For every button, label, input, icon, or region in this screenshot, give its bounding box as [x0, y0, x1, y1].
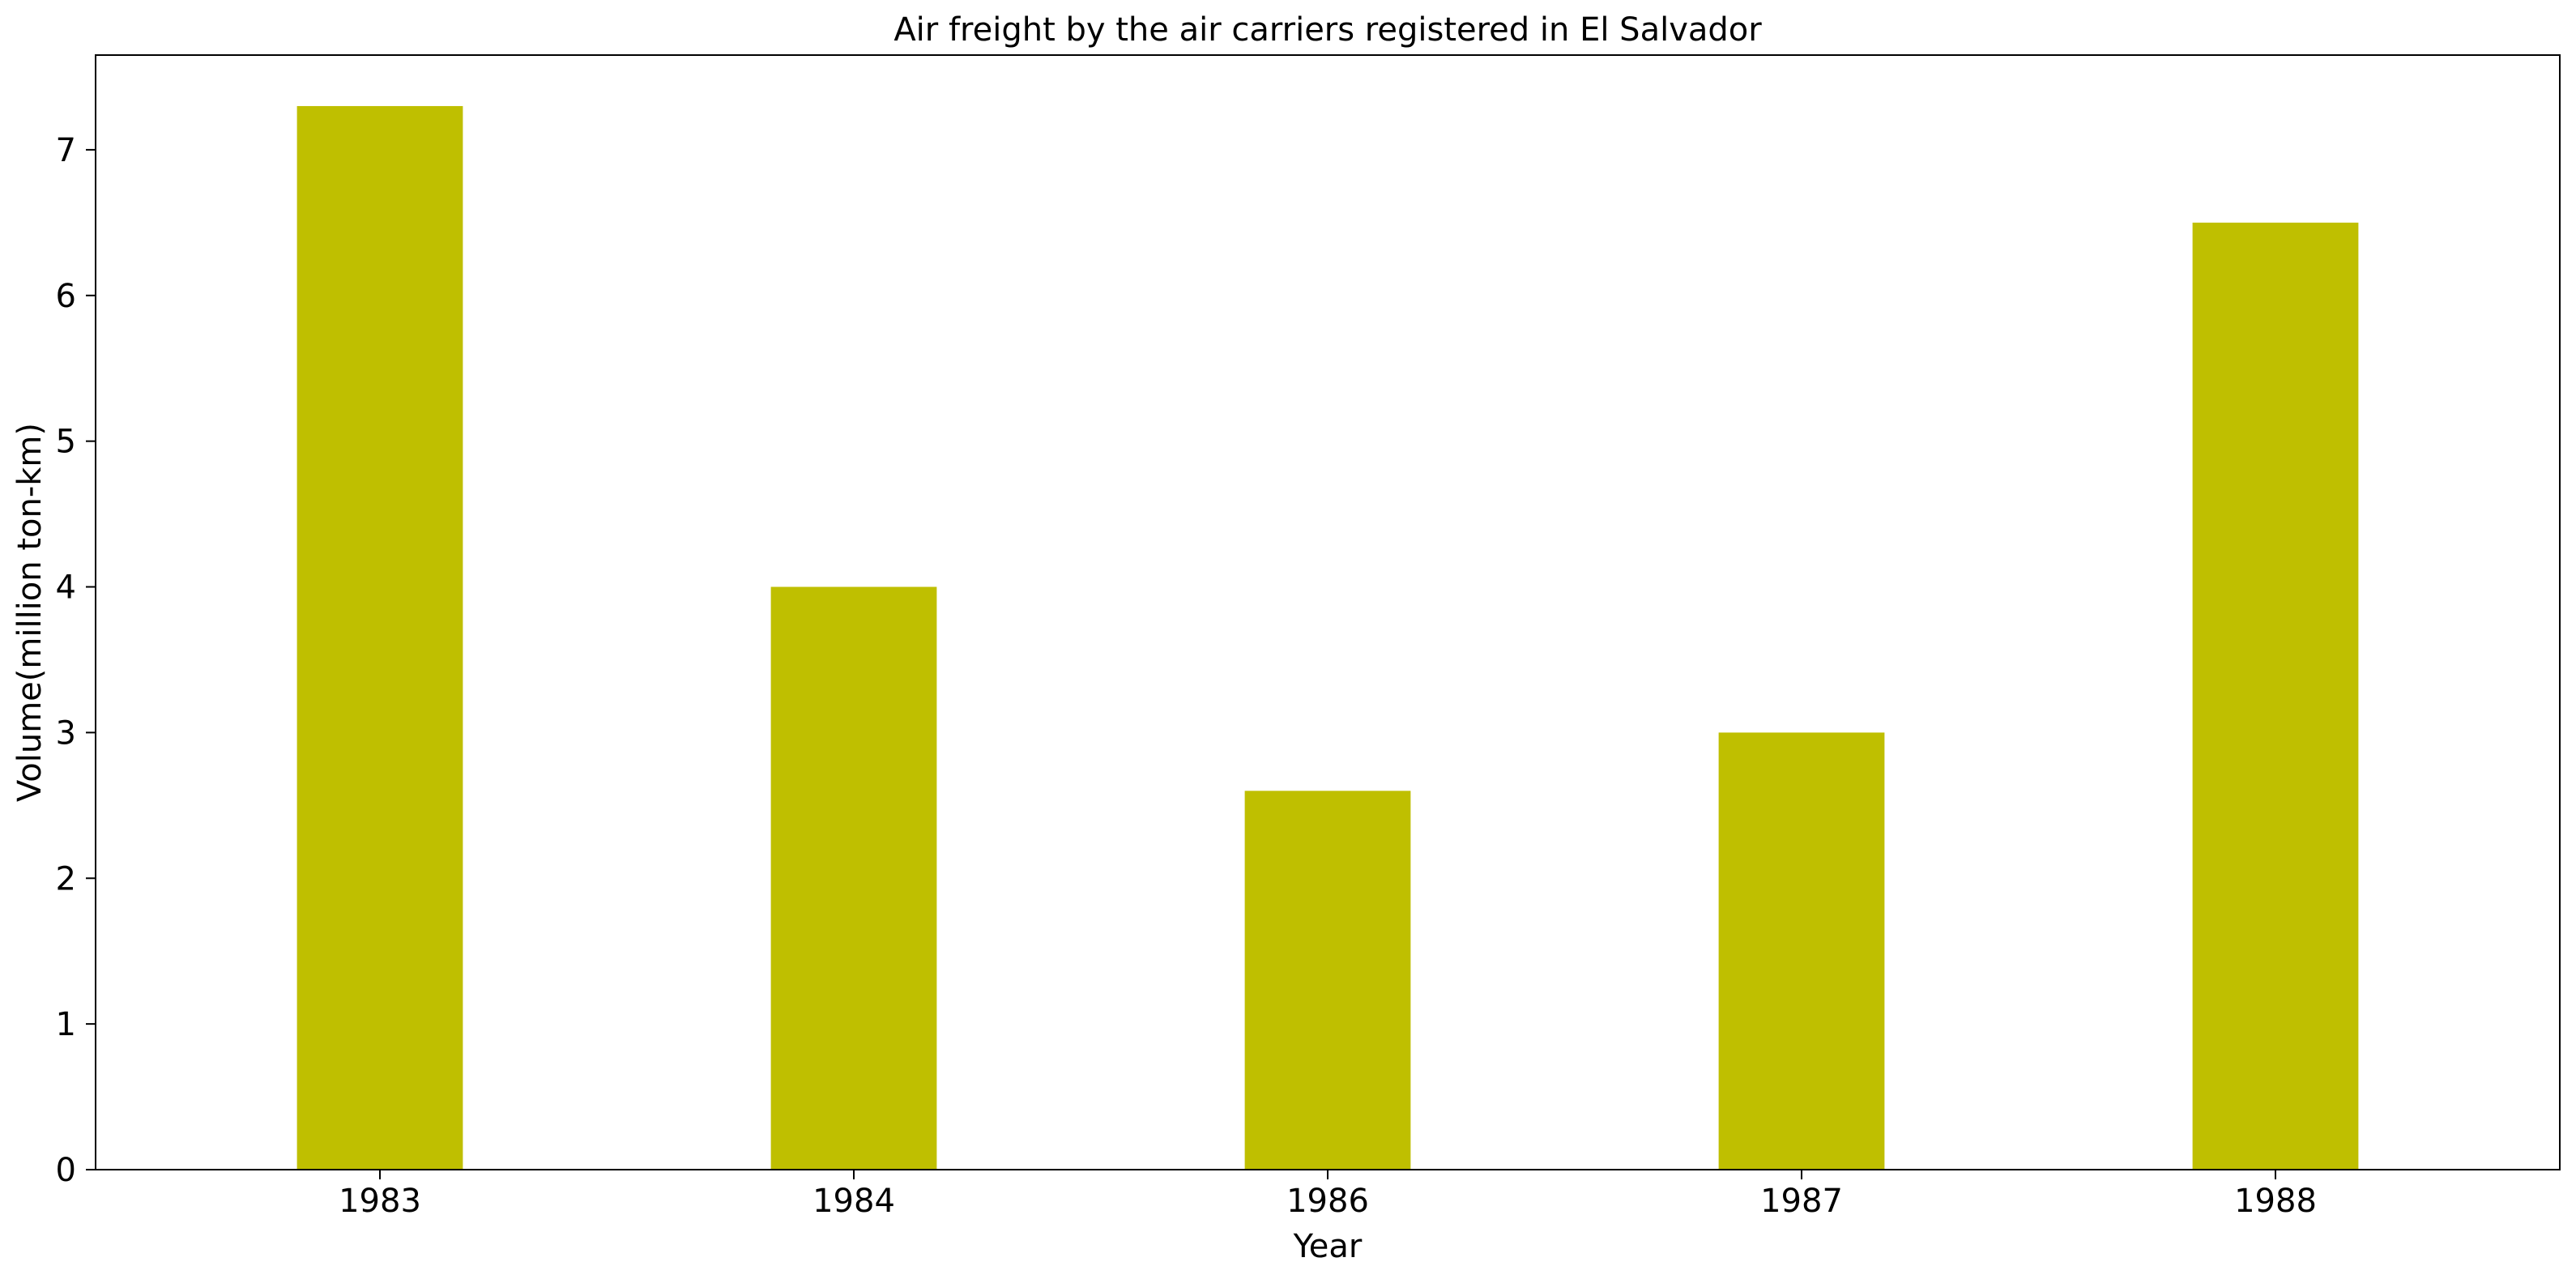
- chart-title: Air freight by the air carriers register…: [893, 11, 1762, 49]
- x-tick-label-1987: 1987: [1760, 1183, 1843, 1220]
- bar-1987: [1718, 732, 1885, 1170]
- x-tick-label-1988: 1988: [2234, 1183, 2317, 1220]
- x-axis-ticks: 1983 1984 1986 1987 1988: [339, 1170, 2317, 1220]
- y-tick-label-3: 3: [56, 714, 76, 752]
- bar-1984: [770, 586, 937, 1170]
- x-axis-label: Year: [1293, 1228, 1363, 1265]
- x-tick-label-1986: 1986: [1286, 1183, 1369, 1220]
- y-axis-label: Volume(million ton-km): [11, 423, 49, 802]
- y-tick-label-6: 6: [56, 278, 76, 315]
- y-tick-label-5: 5: [56, 424, 76, 461]
- y-tick-label-4: 4: [56, 569, 76, 607]
- bars: [296, 105, 2359, 1170]
- y-axis-ticks: 0 1 2 3 4 5 6 7: [56, 132, 96, 1189]
- y-tick-label-7: 7: [56, 132, 76, 169]
- x-tick-label-1984: 1984: [812, 1183, 895, 1220]
- bar-1986: [1244, 791, 1411, 1170]
- bar-1988: [2192, 222, 2359, 1170]
- bar-1983: [296, 105, 463, 1170]
- y-tick-label-1: 1: [56, 1006, 76, 1043]
- y-tick-label-2: 2: [56, 860, 76, 897]
- x-tick-label-1983: 1983: [339, 1183, 421, 1220]
- y-tick-label-0: 0: [56, 1152, 76, 1189]
- plot-frame: [95, 54, 2561, 1170]
